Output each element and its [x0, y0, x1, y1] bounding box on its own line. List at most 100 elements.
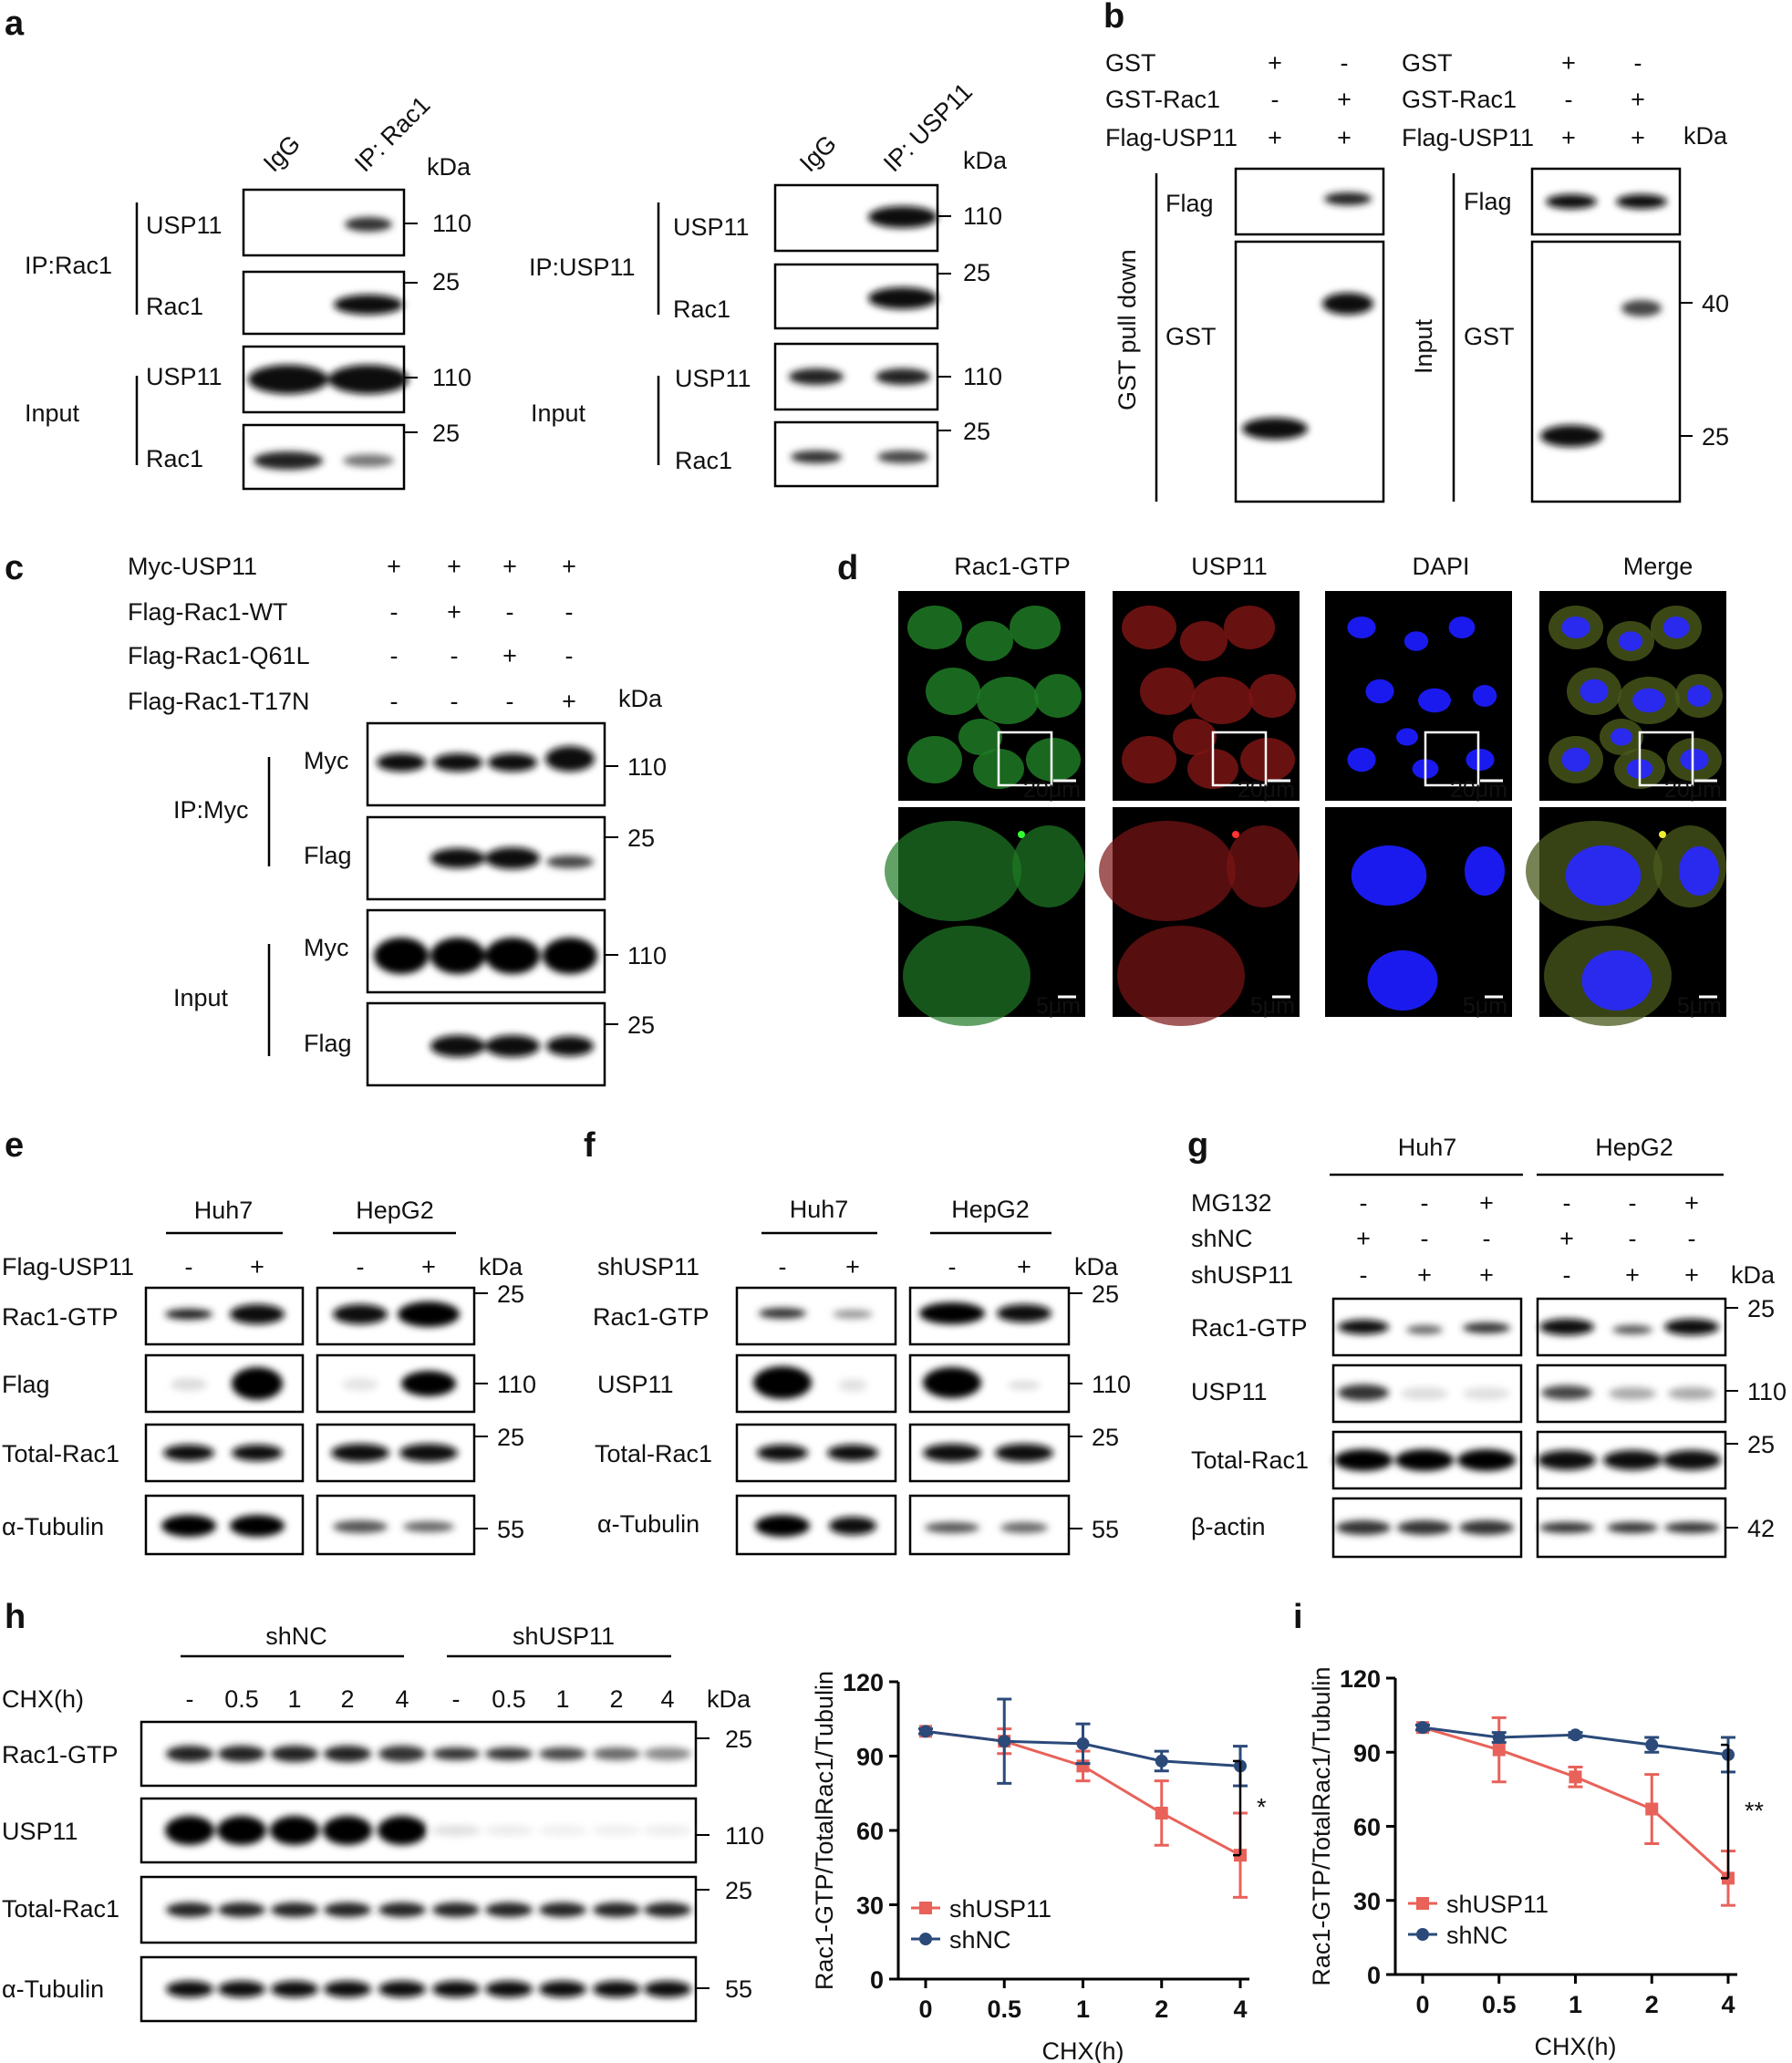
- svg-text:+: +: [1017, 1253, 1031, 1280]
- cell-line-label: Huh7: [194, 1197, 254, 1224]
- band: [875, 368, 930, 385]
- y-tick-label: 0: [870, 1966, 884, 1994]
- mw-marker: 25: [1092, 1424, 1119, 1451]
- row-label: USP11: [597, 1371, 674, 1398]
- band: [877, 451, 928, 463]
- chart-i: 0 30 60 90 120 0 0.5 1 2 4 CHX(h) Rac1-GTP/TotalRac…: [1308, 1665, 1765, 2060]
- panel-g: g Huh7 HepG2 MG132 shNC shUSP11 - - + - - ++ -…: [1187, 1126, 1787, 1559]
- data-point: [1645, 1802, 1659, 1816]
- time-label: 0.5: [224, 1685, 259, 1713]
- condition-label: Flag-USP11: [1402, 124, 1534, 151]
- sign: +: [1479, 1189, 1494, 1217]
- lane-label: IgG: [258, 130, 306, 177]
- row-label: Flag: [1165, 190, 1214, 217]
- panel-label-e: e: [5, 1126, 24, 1165]
- micrograph-grid: 20μm 5μm 20μm 5μm 20μm 5μm 20μm 5μm: [885, 591, 1726, 1026]
- mw-marker: 110: [963, 363, 1002, 390]
- kda-label: kDa: [707, 1685, 751, 1713]
- panel-label-i: i: [1293, 1598, 1303, 1636]
- svg-text:-: -: [1634, 49, 1642, 77]
- mw-marker: 25: [627, 824, 655, 852]
- band: [166, 1981, 213, 1997]
- svg-text:+: +: [562, 553, 576, 580]
- channel-label: DAPI: [1412, 553, 1469, 580]
- blot-strip: [1234, 240, 1385, 503]
- mw-marker: 25: [963, 259, 990, 286]
- svg-text:-: -: [506, 688, 514, 715]
- panel-h: h shNC shUSP11 CHX(h) - 0.5 1 2 4 - 0.5 1 2 4 kDa…: [2, 1598, 764, 2023]
- mw-marker: 110: [627, 942, 667, 969]
- sign: -: [1629, 1225, 1637, 1252]
- band: [485, 1902, 533, 1917]
- band: [593, 1747, 640, 1760]
- mw-marker: 25: [497, 1424, 524, 1451]
- significance-marker: **: [1745, 1797, 1765, 1824]
- svg-text:-: -: [948, 1253, 957, 1280]
- zoom-box: [1211, 731, 1268, 787]
- lane-label: IgG: [794, 130, 842, 177]
- g-signs: - - + - - + + - - + - - - + + - + +: [1356, 1189, 1699, 1289]
- band: [334, 295, 403, 315]
- x-tick-label: 4: [1233, 1996, 1247, 2023]
- blot-strip: [735, 1286, 897, 1346]
- panel-label-h: h: [5, 1598, 26, 1636]
- band: [539, 1747, 586, 1760]
- row-label: Flag: [304, 842, 352, 869]
- row-label: α-Tubulin: [597, 1510, 699, 1538]
- sign: -: [1688, 1225, 1696, 1252]
- svg-text:-: -: [390, 642, 399, 669]
- group-label: IP:Rac1: [25, 252, 112, 279]
- legend-entry: shNC: [1446, 1922, 1508, 1949]
- panel-label-b: b: [1103, 0, 1124, 36]
- condition-label: GST-Rac1: [1402, 86, 1517, 113]
- sign: -: [1421, 1225, 1429, 1252]
- svg-text:+: +: [502, 642, 517, 669]
- scale-bar-label: 5μm: [1036, 993, 1081, 1019]
- svg-text:-: -: [357, 1253, 365, 1280]
- band: [378, 1902, 426, 1917]
- mw-marker: 25: [432, 268, 460, 295]
- x-tick-label: 2: [1645, 1991, 1659, 2018]
- svg-text:+: +: [1561, 49, 1576, 77]
- svg-text:+: +: [447, 598, 461, 626]
- scale-bar-label: 5μm: [1463, 993, 1507, 1019]
- sign: +: [1417, 1261, 1432, 1289]
- svg-text:-: -: [451, 688, 459, 715]
- row-label: Rac1-GTP: [593, 1303, 710, 1331]
- time-label: -: [452, 1685, 461, 1713]
- y-tick-label: 120: [843, 1669, 884, 1696]
- band: [324, 1902, 371, 1917]
- mw-marker: 55: [1092, 1516, 1119, 1543]
- row-label: Total-Rac1: [2, 1440, 119, 1467]
- zoom-box: [1638, 731, 1694, 787]
- mw-marker: 110: [432, 210, 471, 237]
- band: [593, 1981, 640, 1997]
- row-label: USP11: [146, 212, 223, 239]
- condition-label: GST-Rac1: [1105, 86, 1220, 113]
- condition-label: Flag-Rac1-Q61L: [128, 642, 310, 669]
- x-tick-label: 4: [1721, 1991, 1735, 2018]
- time-label: 4: [660, 1685, 674, 1713]
- band: [1540, 425, 1602, 447]
- data-point: [1645, 1738, 1659, 1752]
- condition-label: MG132: [1191, 1189, 1272, 1217]
- mw-marker: 110: [627, 753, 667, 781]
- mw-marker: 110: [963, 202, 1002, 230]
- channel-label: USP11: [1191, 553, 1268, 580]
- band: [270, 1816, 319, 1845]
- band: [1324, 192, 1372, 205]
- row-label: USP11: [1191, 1378, 1268, 1405]
- kda-label: kDa: [618, 685, 663, 712]
- time-label: 2: [340, 1685, 354, 1713]
- band: [271, 1746, 318, 1762]
- band: [218, 1981, 265, 1997]
- group-label: Input: [1410, 318, 1437, 374]
- panel-f: f Huh7 HepG2 shUSP11 - + - + kDa Rac1-GT…: [584, 1126, 1131, 1556]
- data-point: [1492, 1743, 1506, 1757]
- panel-b: b GST GST-Rac1 Flag-USP11 GST GST-Rac1 F…: [1103, 0, 1729, 503]
- data-point: [1492, 1731, 1506, 1744]
- time-label: -: [186, 1685, 194, 1713]
- mw-marker: 25: [1747, 1431, 1775, 1458]
- band: [323, 1816, 372, 1845]
- cell-line-label: Huh7: [790, 1196, 849, 1223]
